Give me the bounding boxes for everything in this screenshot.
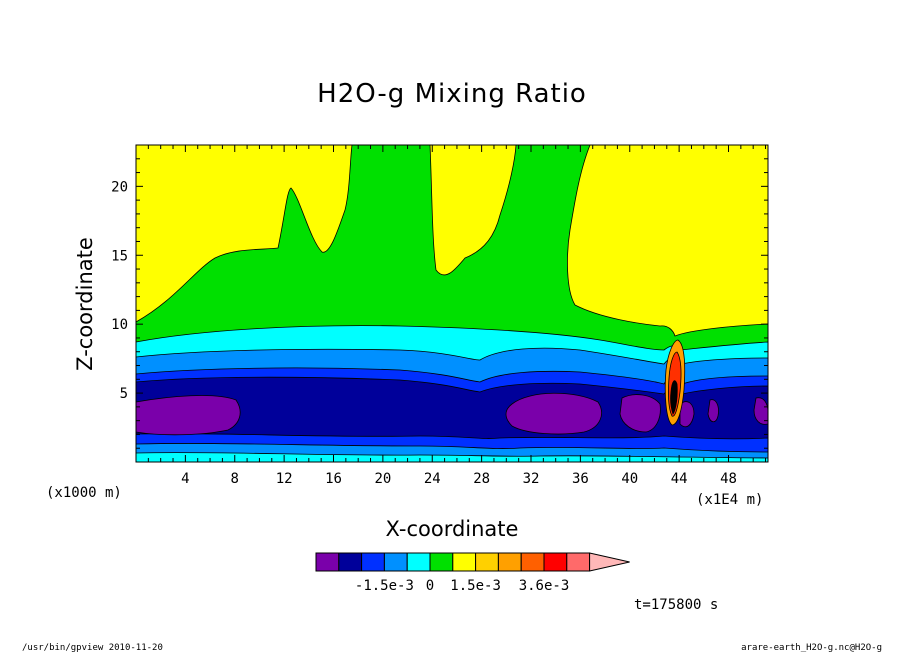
- contour-blob-purple-1: [136, 395, 241, 436]
- x-tick-label: 4: [181, 471, 189, 487]
- colorbar-segment: [543, 552, 568, 572]
- plot-frame: [135, 144, 769, 463]
- contour-field: [136, 145, 768, 462]
- time-label: t=175800 s: [634, 597, 718, 613]
- colorbar-segment: [338, 552, 363, 572]
- x-tick-label: 40: [621, 471, 638, 487]
- contour-band-lower-cyan: [136, 452, 768, 462]
- y-axis-label: Z-coordinate: [73, 237, 97, 371]
- colorbar-label: 3.6e-3: [519, 578, 570, 594]
- x-tick-label: 12: [276, 471, 293, 487]
- x-tick-label: 48: [720, 471, 737, 487]
- colorbar-arrow: [589, 552, 630, 572]
- colorbar-segment: [429, 552, 454, 572]
- colorbar-segment: [566, 552, 591, 572]
- x-tick-label: 32: [523, 471, 540, 487]
- colorbar-labels: -1.5e-3 0 1.5e-3 3.6e-3: [355, 578, 569, 594]
- colorbar-segment: [315, 552, 340, 572]
- contour-plume-core: [670, 380, 678, 415]
- x-tick-label: 44: [671, 471, 688, 487]
- colorbar-segment: [361, 552, 385, 572]
- x-axis: 4 8 12 16 20 24 28 32 36 40 44 48: [147, 145, 767, 487]
- colorbar-label: 1.5e-3: [450, 578, 501, 594]
- colorbar-label: -1.5e-3: [355, 578, 414, 594]
- contour-blob-purple-2: [505, 392, 602, 435]
- colorbar: [315, 552, 630, 572]
- contour-blob-purple-3: [619, 394, 661, 433]
- footer-right: arare-earth_H2O-g.nc@H2O-g: [741, 643, 882, 653]
- x-tick-label: 36: [572, 471, 589, 487]
- x-axis-label: X-coordinate: [386, 517, 519, 541]
- chart-title: H2O-g Mixing Ratio: [317, 79, 587, 109]
- x-unit-left: (x1000 m): [46, 485, 122, 501]
- y-axis: 5 10 15 20: [111, 158, 768, 449]
- contour-blob-purple-6: [753, 397, 768, 425]
- contour-blob-purple-4: [679, 401, 695, 428]
- x-tick-label: 20: [374, 471, 391, 487]
- x-unit-right: (x1E4 m): [696, 492, 763, 508]
- y-tick-label: 15: [111, 248, 128, 264]
- y-tick-label: 10: [111, 317, 128, 333]
- footer-left: /usr/bin/gpview 2010-11-20: [22, 643, 163, 653]
- x-tick-label: 8: [231, 471, 239, 487]
- y-tick-label: 20: [111, 179, 128, 195]
- x-tick-label: 28: [473, 471, 490, 487]
- colorbar-segment: [383, 552, 408, 572]
- colorbar-segment: [497, 552, 522, 572]
- colorbar-segment: [452, 552, 477, 572]
- colorbar-label: 0: [426, 578, 434, 594]
- contour-blob-purple-5: [707, 399, 719, 423]
- colorbar-segment: [520, 552, 545, 572]
- colorbar-segment: [475, 552, 499, 572]
- y-tick-label: 5: [120, 386, 128, 402]
- colorbar-segment: [406, 552, 431, 572]
- x-tick-label: 16: [325, 471, 342, 487]
- x-tick-label: 24: [424, 471, 441, 487]
